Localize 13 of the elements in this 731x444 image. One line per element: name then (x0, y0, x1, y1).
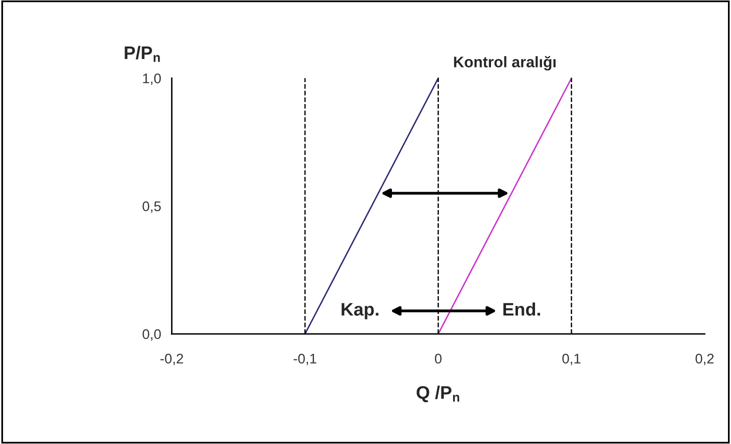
annotation: Kap. (342, 303, 378, 320)
x-axis-title: Q /P$_{n}$ (416, 386, 460, 402)
annotation: End. (503, 302, 540, 316)
text: Kontrol aralığı (454, 56, 556, 70)
y-tick-label: 0,5 (142, 201, 161, 213)
y-tick-label: 1,0 (143, 73, 161, 85)
x-tick-label: 0 (434, 354, 442, 364)
x-tick-label: -0,1 (294, 354, 316, 366)
y-axis-title: P/P$_{n}$ (124, 46, 160, 62)
x-tick-label: 0,1 (562, 354, 580, 366)
x-tick-label: -0,2 (160, 354, 184, 366)
y-tick-label: 0,0 (142, 329, 161, 341)
x-tick-label: 0,2 (696, 354, 714, 366)
